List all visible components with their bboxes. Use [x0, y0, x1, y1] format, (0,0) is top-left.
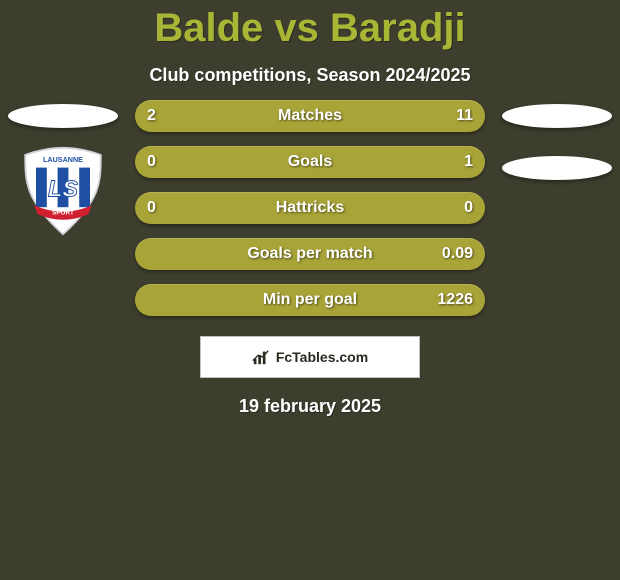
player-pill-left-1: [8, 104, 118, 128]
page-title: Balde vs Baradji: [0, 0, 620, 51]
page-subtitle: Club competitions, Season 2024/2025: [0, 65, 620, 86]
stat-right-value: 1: [464, 146, 473, 178]
shield-icon: LAUSANNE LS SPORT: [18, 146, 108, 236]
stat-label: Matches: [135, 100, 485, 132]
stat-label: Hattricks: [135, 192, 485, 224]
stats-container: LAUSANNE LS SPORT 2 Matches 11 0 Goals 1…: [0, 100, 620, 316]
player-pill-right-2: [502, 156, 612, 180]
stat-right-value: 1226: [437, 284, 473, 316]
footer-date: 19 february 2025: [0, 396, 620, 417]
svg-text:LAUSANNE: LAUSANNE: [43, 155, 83, 164]
stat-row-goals: 0 Goals 1: [135, 146, 485, 178]
stat-row-goals-per-match: Goals per match 0.09: [135, 238, 485, 270]
stat-label: Goals: [135, 146, 485, 178]
bar-chart-icon: [252, 348, 270, 366]
svg-text:SPORT: SPORT: [52, 209, 74, 216]
stat-row-min-per-goal: Min per goal 1226: [135, 284, 485, 316]
stat-right-value: 0: [464, 192, 473, 224]
stat-row-hattricks: 0 Hattricks 0: [135, 192, 485, 224]
brand-label: FcTables.com: [276, 349, 368, 365]
club-badge-lausanne: LAUSANNE LS SPORT: [18, 146, 108, 236]
stat-label: Min per goal: [135, 284, 485, 316]
stat-right-value: 11: [456, 100, 473, 132]
stat-right-value: 0.09: [442, 238, 473, 270]
stat-label: Goals per match: [135, 238, 485, 270]
stat-row-matches: 2 Matches 11: [135, 100, 485, 132]
brand-card[interactable]: FcTables.com: [200, 336, 420, 378]
player-pill-right-1: [502, 104, 612, 128]
svg-text:LS: LS: [48, 175, 78, 201]
